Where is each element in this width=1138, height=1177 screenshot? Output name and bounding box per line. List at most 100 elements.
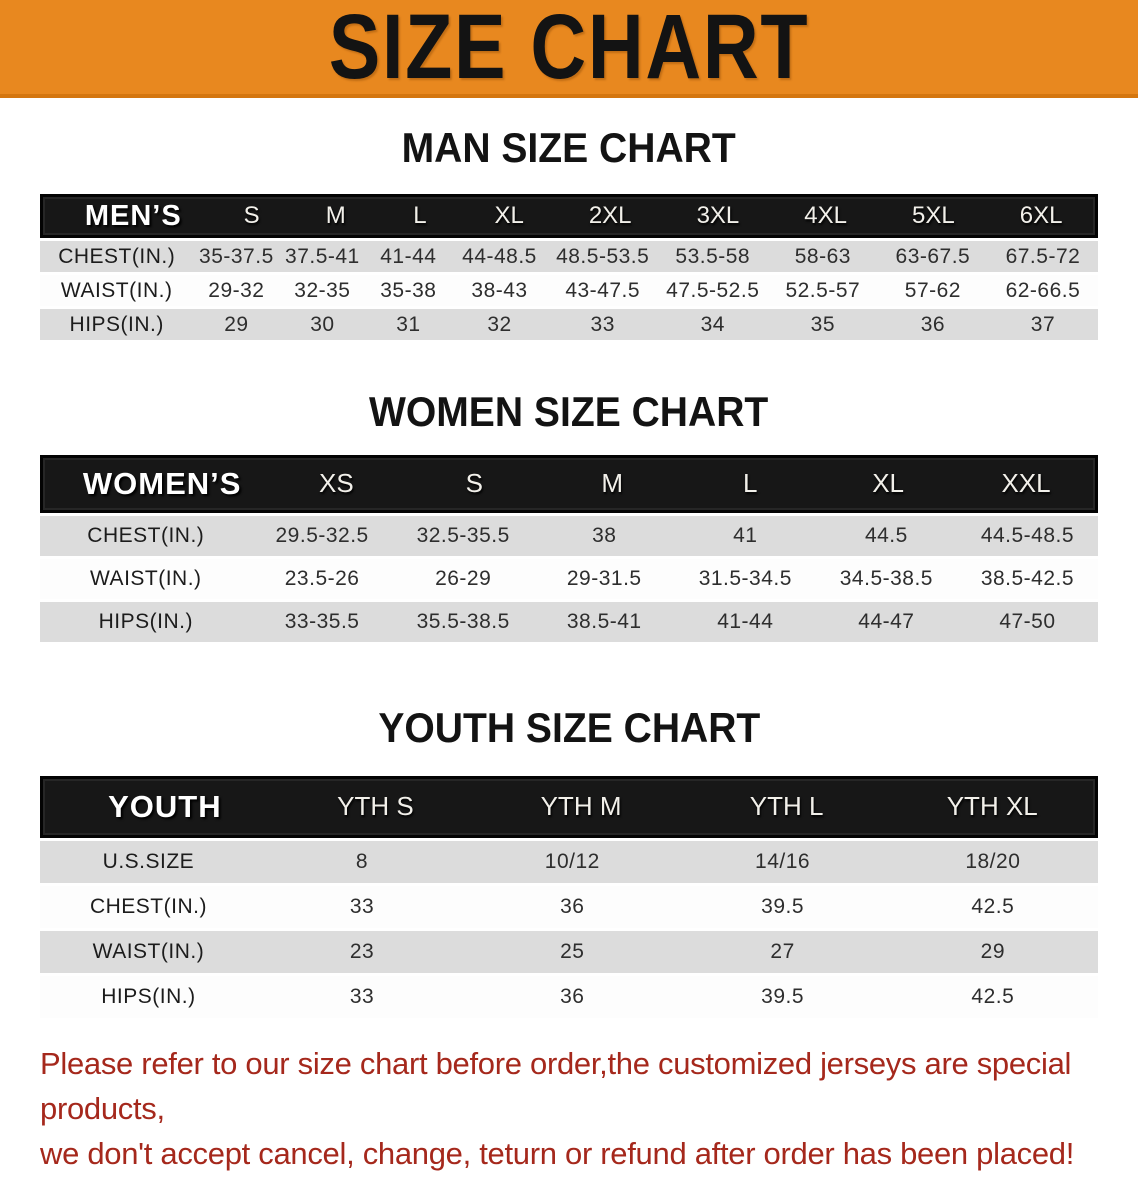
size-column-header: YTH L — [749, 791, 824, 822]
size-value-cell: 62-66.5 — [1005, 278, 1081, 302]
row-label: WAIST(IN.) — [60, 278, 173, 302]
size-column-header: S — [243, 202, 260, 230]
man-section-title-text: MAN SIZE CHART — [401, 124, 737, 171]
size-column-header: YTH XL — [946, 791, 1038, 822]
row-label: U.S.SIZE — [102, 849, 195, 873]
man-size-chart-section: MAN SIZE CHART MEN’S S M L XL 2XL 3XL 4XL 5XL 6XL… — [0, 124, 1138, 341]
size-column-header: 4XL — [804, 202, 847, 230]
women-section-title: WOMEN SIZE CHART — [0, 388, 1138, 436]
size-value-cell: 32-35 — [294, 278, 351, 302]
size-value-cell: 58-63 — [794, 244, 851, 268]
size-value-cell: 35-38 — [380, 278, 437, 302]
size-value-cell: 44-48.5 — [462, 244, 537, 268]
size-value-cell: 33 — [590, 312, 615, 336]
table-header-label: YOUTH — [108, 788, 222, 824]
row-label: CHEST(IN.) — [58, 244, 176, 268]
size-column-header: M — [601, 468, 624, 499]
size-value-cell: 43-47.5 — [565, 278, 641, 302]
size-value-cell: 38.5-42.5 — [980, 566, 1075, 590]
row-label: CHEST(IN.) — [89, 894, 207, 918]
size-value-cell: 29-32 — [208, 278, 265, 302]
size-value-cell: 67.5-72 — [1005, 244, 1081, 268]
size-value-cell: 31 — [396, 312, 421, 336]
size-value-cell: 10/12 — [544, 849, 600, 873]
table-header-label: MEN’S — [84, 199, 182, 232]
size-column-header: XL — [494, 202, 524, 230]
size-value-cell: 29-31.5 — [566, 566, 642, 590]
size-value-cell: 37 — [1030, 312, 1056, 336]
size-column-header: XXL — [1001, 468, 1051, 499]
size-value-cell: 41-44 — [380, 244, 437, 268]
size-value-cell: 47-50 — [999, 609, 1056, 633]
table-header-label: WOMEN’S — [82, 465, 242, 501]
row-label: WAIST(IN.) — [90, 566, 202, 590]
size-column-header: 5XL — [912, 202, 955, 230]
table-row: U.S.SIZE 8 10/12 14/16 18/20 — [40, 840, 1098, 883]
table-row: WAIST(IN.) 29-32 32-35 35-38 38-43 43-47.5 47.… — [40, 275, 1098, 307]
size-value-cell: 35-37.5 — [199, 244, 274, 268]
row-label: CHEST(IN.) — [87, 523, 205, 547]
table-row: CHEST(IN.) 33 36 39.5 42.5 — [40, 885, 1098, 928]
size-value-cell: 63-67.5 — [895, 244, 971, 268]
order-disclaimer: Please refer to our size chart before or… — [40, 1042, 1102, 1177]
size-value-cell: 29 — [224, 312, 249, 336]
size-value-cell: 41 — [733, 523, 758, 547]
table-row: CHEST(IN.) 35-37.5 37.5-41 41-44 44-48.5 48.5… — [40, 241, 1098, 273]
table-row: WAIST(IN.) 23 25 27 29 — [40, 930, 1098, 973]
size-value-cell: 25 — [560, 939, 585, 963]
youth-size-table: YOUTH YTH S YTH M YTH L YTH XL U.S.SIZE 8 10/12… — [40, 775, 1098, 1018]
size-column-header: M — [325, 202, 346, 230]
size-value-cell: 32 — [487, 312, 512, 336]
table-row: HIPS(IN.) 29 30 31 32 33 34 35 36 37 — [40, 309, 1098, 341]
table-row: WAIST(IN.) 23.5-26 26-29 29-31.5 31.5-34.5 34… — [40, 558, 1098, 599]
size-value-cell: 31.5-34.5 — [698, 566, 792, 590]
size-value-cell: 30 — [310, 312, 335, 336]
size-value-cell: 36 — [560, 984, 585, 1008]
size-value-cell: 42.5 — [971, 894, 1015, 918]
size-value-cell: 34 — [700, 312, 725, 336]
disclaimer-line-2: we don't accept cancel, change, teturn o… — [40, 1135, 1075, 1171]
table-header-row: YOUTH YTH S YTH M YTH L YTH XL — [40, 775, 1098, 838]
size-chart-banner: SIZE CHART — [0, 0, 1138, 98]
size-value-cell: 39.5 — [761, 894, 805, 918]
size-value-cell: 26-29 — [435, 566, 492, 590]
size-value-cell: 47.5-52.5 — [666, 278, 760, 302]
size-value-cell: 36 — [920, 312, 946, 336]
size-value-cell: 57-62 — [904, 278, 961, 302]
size-value-cell: 34.5-38.5 — [839, 566, 933, 590]
row-label: HIPS(IN.) — [101, 984, 196, 1008]
row-label: HIPS(IN.) — [69, 312, 164, 336]
size-column-header: 2XL — [588, 202, 632, 230]
size-column-header: YTH M — [540, 791, 622, 822]
size-column-header: 6XL — [1019, 202, 1063, 230]
table-row: HIPS(IN.) 33 36 39.5 42.5 — [40, 975, 1098, 1018]
disclaimer-line-1: Please refer to our size chart before or… — [40, 1045, 1072, 1126]
size-value-cell: 53.5-58 — [675, 244, 751, 268]
size-column-header: S — [465, 468, 483, 499]
size-value-cell: 29.5-32.5 — [275, 523, 369, 547]
size-column-header: XL — [872, 468, 905, 499]
size-value-cell: 52.5-57 — [785, 278, 861, 302]
women-section-title-text: WOMEN SIZE CHART — [369, 388, 769, 436]
women-size-chart-section: WOMEN SIZE CHART WOMEN’S XS S M L XL XXL CHEST(… — [0, 388, 1138, 642]
size-value-cell: 42.5 — [971, 984, 1015, 1008]
size-value-cell: 29 — [980, 939, 1006, 963]
size-value-cell: 14/16 — [755, 849, 811, 873]
size-value-cell: 35 — [810, 312, 835, 336]
size-column-header: XS — [319, 468, 354, 499]
size-value-cell: 32.5-35.5 — [416, 523, 510, 547]
size-value-cell: 35.5-38.5 — [416, 609, 510, 633]
women-size-table: WOMEN’S XS S M L XL XXL CHEST(IN.) 29.5-32.5 32.5… — [40, 454, 1098, 642]
table-header-row: WOMEN’S XS S M L XL XXL — [40, 454, 1098, 513]
banner-title: SIZE CHART — [328, 0, 810, 98]
youth-size-chart-section: YOUTH SIZE CHART YOUTH YTH S YTH M YTH L YTH… — [0, 704, 1138, 1018]
row-label: HIPS(IN.) — [98, 609, 193, 633]
size-value-cell: 48.5-53.5 — [556, 244, 650, 268]
size-value-cell: 27 — [770, 939, 795, 963]
size-value-cell: 44.5 — [864, 523, 908, 547]
size-value-cell: 33 — [349, 894, 375, 918]
size-value-cell: 38.5-41 — [566, 609, 642, 633]
man-section-title: MAN SIZE CHART — [0, 124, 1138, 172]
size-value-cell: 36 — [560, 894, 585, 918]
size-value-cell: 41-44 — [717, 609, 774, 633]
